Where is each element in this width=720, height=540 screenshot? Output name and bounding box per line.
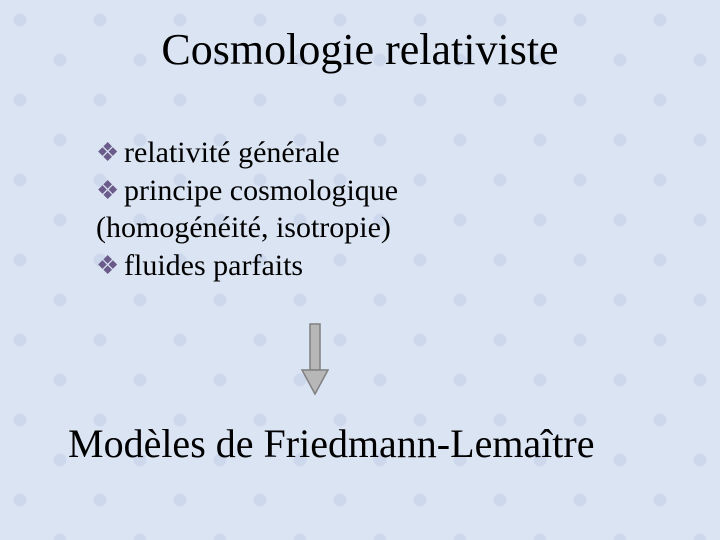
diamond-bullet-icon: ❖ (96, 250, 124, 283)
bullet-subtext: (homogénéité, isotropie) (96, 211, 391, 244)
slide-title: Cosmologie relativiste (0, 24, 720, 75)
down-arrow-icon (300, 322, 330, 396)
bullet-text: principe cosmologique (124, 174, 398, 207)
conclusion-text: Modèles de Friedmann-Lemaître (68, 420, 594, 467)
bullet-item-2-sub: (homogénéité, isotropie) (96, 209, 636, 247)
bullet-list: ❖relativité générale ❖principe cosmologi… (96, 134, 636, 284)
bullet-item-1: ❖relativité générale (96, 134, 636, 172)
bullet-item-2: ❖principe cosmologique (96, 172, 636, 210)
bullet-item-3: ❖fluides parfaits (96, 247, 636, 285)
bullet-text: fluides parfaits (124, 249, 303, 282)
bullet-text: relativité générale (124, 136, 340, 169)
diamond-bullet-icon: ❖ (96, 137, 124, 170)
diamond-bullet-icon: ❖ (96, 175, 124, 208)
